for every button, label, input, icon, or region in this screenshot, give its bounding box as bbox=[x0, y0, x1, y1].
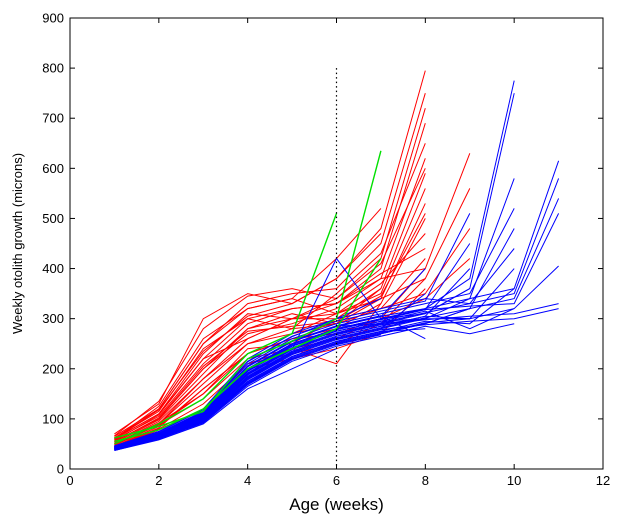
red-series-line-23 bbox=[114, 228, 471, 445]
red-series-line-21 bbox=[114, 153, 471, 440]
red-series-line-14 bbox=[114, 248, 426, 442]
y-tick-label: 600 bbox=[42, 161, 64, 176]
blue-series-line-61 bbox=[114, 336, 337, 450]
y-tick-label: 0 bbox=[57, 462, 64, 477]
x-tick-label: 4 bbox=[244, 473, 251, 488]
y-tick-label: 800 bbox=[42, 61, 64, 76]
blue-series-line-53 bbox=[114, 293, 426, 450]
x-tick-label: 0 bbox=[66, 473, 73, 488]
axis-ticks: 0 2 4 6 8 10 12 0 100 200 300 400 500 600 700 800 900 bbox=[42, 11, 610, 489]
x-tick-label: 2 bbox=[155, 473, 162, 488]
blue-series-line-63 bbox=[114, 348, 337, 451]
blue-series-line-62 bbox=[114, 330, 337, 449]
red-series-line-6 bbox=[114, 123, 426, 441]
x-axis-title: Age (weeks) bbox=[289, 495, 383, 514]
red-series-line-19 bbox=[114, 213, 426, 443]
red-series-line-11 bbox=[114, 203, 426, 444]
x-tick-label: 10 bbox=[507, 473, 521, 488]
y-axis-title: Weekly otolith growth (microns) bbox=[10, 153, 25, 334]
x-tick-label: 6 bbox=[333, 473, 340, 488]
y-tick-label: 200 bbox=[42, 361, 64, 376]
y-tick-label: 100 bbox=[42, 411, 64, 426]
y-tick-label: 400 bbox=[42, 261, 64, 276]
blue-series-line-60 bbox=[114, 323, 381, 448]
blue-series-line-29 bbox=[114, 80, 515, 447]
blue-series-line-49 bbox=[114, 288, 471, 448]
green-series-line-1 bbox=[114, 258, 382, 443]
red-series-line-10 bbox=[114, 188, 426, 446]
y-tick-label: 500 bbox=[42, 211, 64, 226]
red-series-line-26 bbox=[114, 233, 382, 439]
y-tick-label: 900 bbox=[42, 11, 64, 26]
red-series-line-18 bbox=[114, 168, 426, 437]
green-series-line-2 bbox=[114, 213, 338, 445]
blue-series-line-59 bbox=[114, 334, 382, 451]
x-tick-label: 12 bbox=[596, 473, 610, 488]
y-tick-label: 700 bbox=[42, 111, 64, 126]
x-tick-label: 8 bbox=[422, 473, 429, 488]
y-tick-label: 300 bbox=[42, 311, 64, 326]
blue-series-line-46 bbox=[114, 213, 471, 447]
green-series-line-0 bbox=[114, 150, 382, 439]
blue-series-line-55 bbox=[114, 328, 426, 450]
red-series-line-3 bbox=[114, 70, 426, 435]
